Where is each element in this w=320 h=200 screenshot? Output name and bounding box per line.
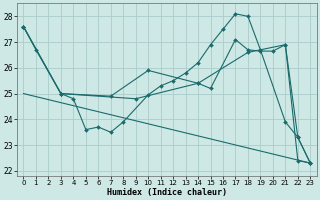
X-axis label: Humidex (Indice chaleur): Humidex (Indice chaleur) [107, 188, 227, 197]
